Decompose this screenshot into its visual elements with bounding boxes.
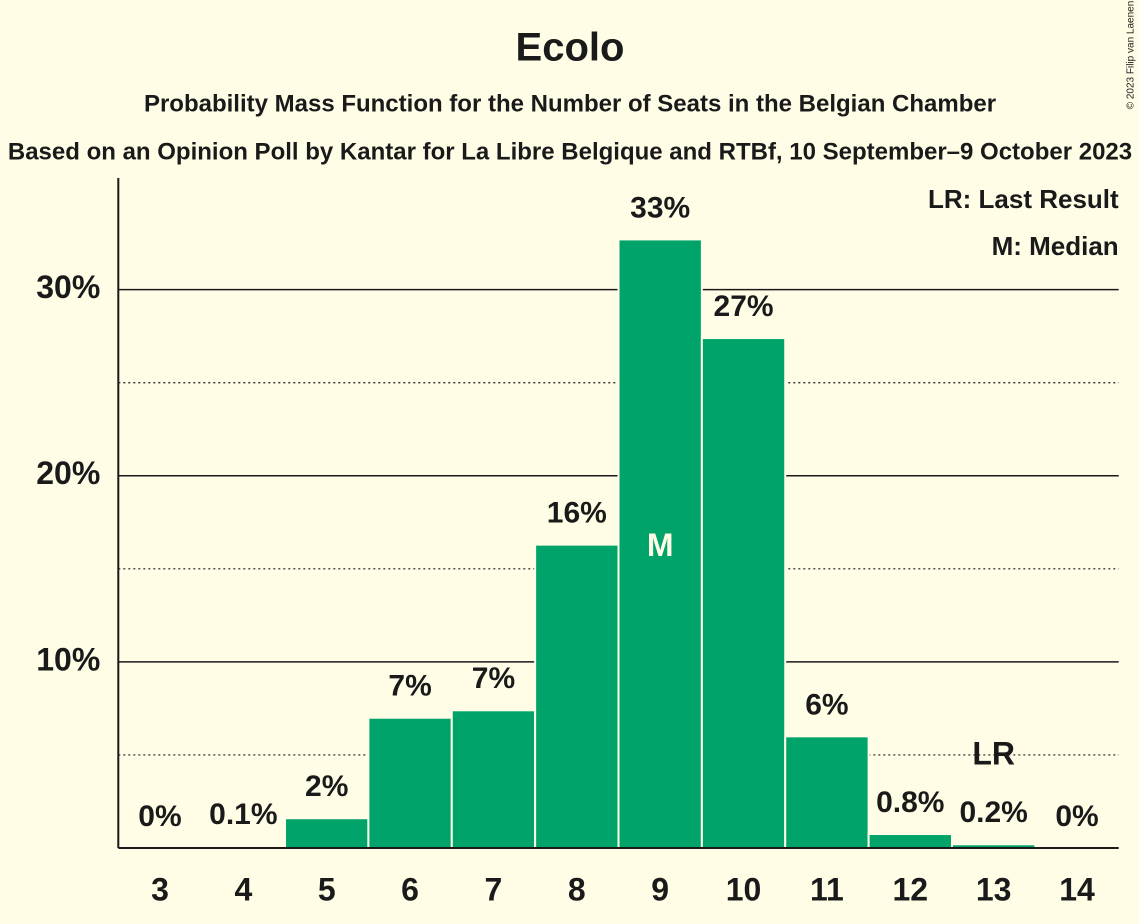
value-label: 0% bbox=[1055, 800, 1098, 833]
bar bbox=[784, 735, 870, 849]
annotation: LR bbox=[972, 736, 1015, 772]
x-tick-label: 10 bbox=[726, 871, 762, 907]
value-label: 0.8% bbox=[876, 786, 944, 819]
bar bbox=[700, 337, 787, 849]
copyright: © 2023 Filip van Laenen bbox=[1126, 1, 1137, 110]
value-label: 27% bbox=[714, 290, 774, 323]
value-label: 0.2% bbox=[959, 796, 1027, 829]
bar bbox=[450, 709, 537, 849]
x-tick-label: 14 bbox=[1059, 871, 1095, 907]
legend-entry: LR: Last Result bbox=[928, 184, 1119, 214]
value-label: 16% bbox=[547, 497, 607, 530]
value-label: 7% bbox=[388, 670, 431, 703]
value-label: 6% bbox=[805, 688, 848, 721]
chart-title: Ecolo bbox=[516, 26, 625, 70]
x-tick-label: 6 bbox=[401, 871, 419, 907]
x-tick-label: 5 bbox=[318, 871, 336, 907]
x-tick-label: 12 bbox=[892, 871, 928, 907]
value-label: 0% bbox=[138, 800, 181, 833]
value-label: 7% bbox=[472, 662, 515, 695]
chart-subtitle: Probability Mass Function for the Number… bbox=[144, 90, 996, 117]
x-tick-label: 9 bbox=[651, 871, 669, 907]
y-tick-label: 20% bbox=[36, 455, 100, 491]
x-tick-label: 8 bbox=[568, 871, 586, 907]
x-tick-label: 3 bbox=[151, 871, 169, 907]
value-label: 2% bbox=[305, 770, 348, 803]
x-tick-label: 7 bbox=[485, 871, 503, 907]
legend-entry: M: Median bbox=[992, 231, 1119, 261]
value-label: 0.1% bbox=[209, 798, 277, 831]
x-tick-label: 4 bbox=[234, 871, 252, 907]
annotation: M bbox=[647, 527, 674, 563]
bar bbox=[534, 543, 620, 850]
x-tick-label: 11 bbox=[810, 871, 844, 907]
value-label: 33% bbox=[630, 191, 690, 224]
bar bbox=[284, 817, 370, 850]
bar bbox=[367, 716, 453, 849]
chart-subtitle: Based on an Opinion Poll by Kantar for L… bbox=[8, 138, 1132, 165]
y-tick-label: 30% bbox=[36, 269, 100, 305]
x-tick-label: 13 bbox=[976, 871, 1012, 907]
y-tick-label: 10% bbox=[36, 641, 100, 677]
bar bbox=[867, 833, 953, 850]
